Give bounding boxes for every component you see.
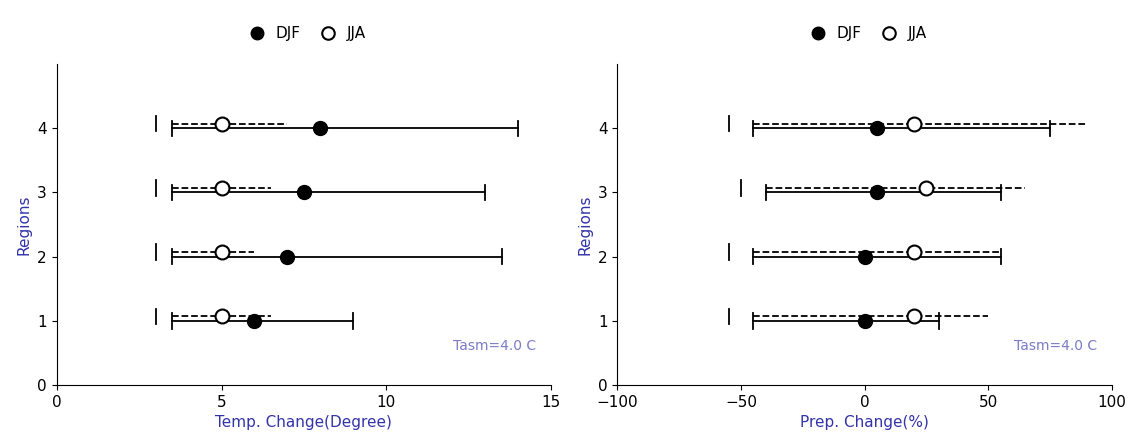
Legend: DJF, JJA: DJF, JJA (797, 21, 933, 48)
X-axis label: Prep. Change(%): Prep. Change(%) (800, 415, 929, 430)
X-axis label: Temp. Change(Degree): Temp. Change(Degree) (216, 415, 392, 430)
Legend: DJF, JJA: DJF, JJA (235, 21, 371, 48)
Text: Tasm=4.0 C: Tasm=4.0 C (1014, 339, 1097, 353)
Y-axis label: Regions: Regions (577, 194, 592, 255)
Text: Tasm=4.0 C: Tasm=4.0 C (453, 339, 536, 353)
Y-axis label: Regions: Regions (17, 194, 32, 255)
